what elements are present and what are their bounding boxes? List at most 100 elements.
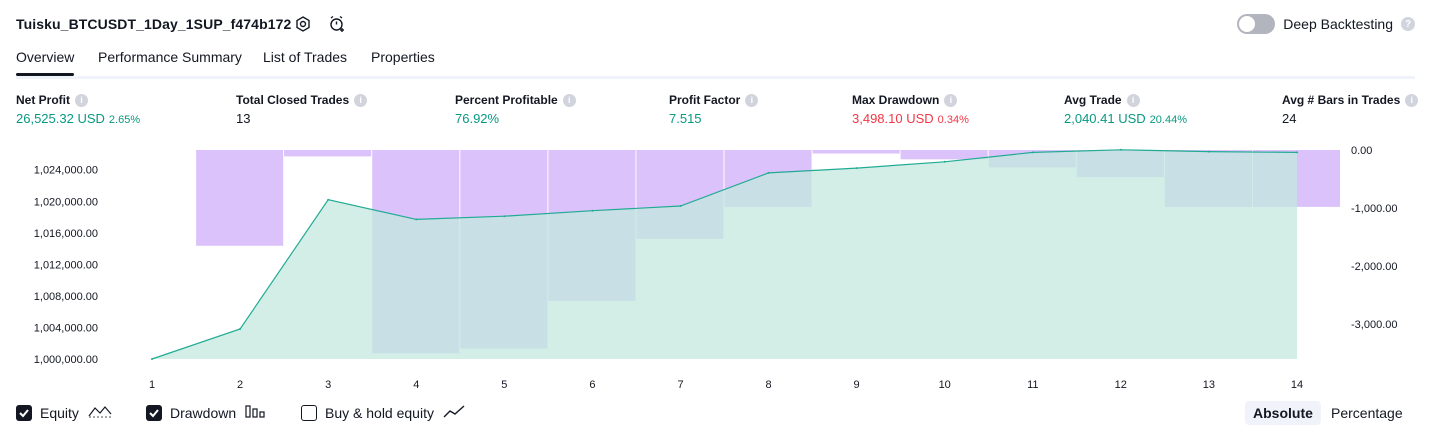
x-axis-tick-label: 5 — [501, 379, 507, 391]
metric-label: Avg Trade i — [1064, 93, 1187, 107]
metric-percent: 20.44% — [1149, 114, 1187, 126]
deep-backtesting-toggle[interactable] — [1237, 14, 1276, 34]
x-axis-tick-label: 13 — [1203, 379, 1215, 391]
equity-point — [503, 215, 506, 218]
metric-value: 3,498.10 USD 0.34% — [852, 111, 969, 126]
help-icon[interactable]: ? — [1401, 17, 1415, 31]
help-icon[interactable]: i — [562, 93, 576, 107]
equity-point — [239, 328, 242, 330]
drawdown-bar — [196, 150, 284, 246]
metric-max-drawdown: Max Drawdown i 3,498.10 USD 0.34% — [852, 93, 969, 126]
left-axis-tick-label: 1,000,000.00 — [34, 354, 98, 366]
x-axis-tick-label: 11 — [1027, 379, 1038, 391]
tab-performance-summary[interactable]: Performance Summary — [98, 49, 242, 65]
metric-total-closed-trades: Total Closed Trades i 13 — [236, 93, 368, 126]
drawdown-bar — [284, 150, 372, 157]
equity-point — [767, 171, 770, 174]
metric-value: 7.515 — [669, 111, 702, 126]
equity-point — [327, 198, 330, 201]
help-icon[interactable]: i — [944, 93, 958, 107]
right-axis-tick-label: -3,000.00 — [1351, 319, 1397, 331]
x-axis-tick-label: 7 — [677, 379, 683, 391]
metric-label: Percent Profitable i — [455, 93, 576, 107]
left-axis-tick-label: 1,008,000.00 — [34, 291, 98, 303]
metric-percent: 2.65% — [108, 114, 141, 126]
metric-label: Avg # Bars in Trades i — [1282, 93, 1419, 107]
metric-value: 76.92% — [455, 111, 500, 126]
metric-value: 13 — [236, 111, 251, 126]
equity-point — [151, 358, 153, 360]
x-axis-tick-label: 1 — [149, 379, 155, 391]
equity-point — [943, 160, 946, 163]
left-axis-tick-label: 1,024,000.00 — [34, 165, 98, 177]
right-axis-tick-label: -2,000.00 — [1351, 261, 1397, 273]
report-tabs: Overview Performance Summary List of Tra… — [16, 46, 1415, 79]
gear-icon[interactable] — [292, 13, 314, 35]
equity-point — [1207, 150, 1210, 153]
metric-avg-trade: Avg Trade i 2,040.41 USD 20.44% — [1064, 93, 1187, 126]
tab-overview[interactable]: Overview — [16, 49, 75, 76]
metric-label: Net Profit i — [16, 93, 140, 107]
equity-checkbox[interactable] — [16, 404, 32, 421]
add-alert-icon[interactable] — [326, 13, 348, 35]
x-axis-tick-label: 4 — [413, 379, 419, 391]
left-axis-tick-label: 1,004,000.00 — [34, 323, 98, 335]
left-axis-tick-label: 1,016,000.00 — [34, 228, 98, 240]
equity-drawdown-chart[interactable]: 1,000,000.00 1,004,000.00 1,008,000.00 1,01… — [0, 140, 1431, 400]
drawdown-checkbox[interactable] — [146, 404, 162, 421]
drawdown-bar — [900, 150, 988, 160]
metric-value: 26,525.32 USD 2.65% — [16, 111, 141, 126]
help-icon[interactable]: i — [745, 93, 759, 107]
help-icon[interactable]: i — [1126, 93, 1140, 107]
toggle-knob — [1239, 16, 1256, 32]
help-icon[interactable]: i — [1405, 93, 1419, 107]
equity-point — [1296, 151, 1298, 154]
legend-label: Buy & hold equity — [325, 404, 434, 421]
right-axis-tick-label: -1,000.00 — [1351, 203, 1397, 215]
equity-point — [1031, 151, 1034, 154]
equity-line-icon — [87, 403, 113, 422]
help-icon[interactable]: i — [75, 93, 88, 107]
metric-net-profit: Net Profit i 26,525.32 USD 2.65% — [16, 93, 140, 126]
metric-value: 24 — [1282, 111, 1297, 126]
equity-point — [1119, 148, 1122, 151]
x-axis-tick-label: 10 — [939, 379, 951, 391]
drawdown-bars-icon — [244, 403, 266, 422]
equity-point — [415, 218, 418, 221]
metric-percent: 0.34% — [937, 114, 969, 126]
legend-buy-hold[interactable]: Buy & hold equity — [301, 403, 466, 422]
left-axis-tick-label: 1,020,000.00 — [34, 196, 98, 208]
legend-equity[interactable]: Equity — [16, 403, 113, 422]
deep-backtesting: Deep Backtesting ? — [1237, 14, 1415, 34]
x-axis-tick-label: 14 — [1291, 379, 1303, 391]
x-axis-tick-label: 12 — [1115, 379, 1127, 391]
metric-label: Total Closed Trades i — [236, 93, 368, 107]
x-axis-tick-label: 9 — [854, 379, 860, 391]
tab-properties[interactable]: Properties — [371, 49, 435, 65]
strategy-title: Tuisku_BTCUSDT_1Day_1SUP_f474b172 — [16, 16, 292, 32]
deep-backtesting-label: Deep Backtesting — [1283, 16, 1393, 32]
legend-label: Drawdown — [170, 404, 237, 421]
metric-label: Profit Factor i — [669, 93, 759, 107]
x-axis-tick-label: 6 — [589, 379, 595, 391]
absolute-mode-button[interactable]: Absolute — [1245, 401, 1321, 425]
buy-hold-line-icon — [442, 403, 466, 422]
x-axis-tick-label: 2 — [237, 379, 243, 391]
equity-line — [151, 149, 1298, 360]
right-axis-tick-label: 0.00 — [1351, 145, 1372, 157]
left-axis-tick-label: 1,012,000.00 — [34, 259, 98, 271]
legend-drawdown[interactable]: Drawdown — [146, 403, 266, 422]
metric-label: Max Drawdown i — [852, 93, 969, 107]
buy-hold-checkbox[interactable] — [301, 404, 317, 421]
equity-point — [591, 209, 594, 212]
metric-profit-factor: Profit Factor i 7.515 — [669, 93, 759, 126]
help-icon[interactable]: i — [354, 93, 368, 107]
metric-percent-profitable: Percent Profitable i 76.92% — [455, 93, 576, 126]
equity-area — [152, 149, 1297, 359]
metric-value: 2,040.41 USD 20.44% — [1064, 111, 1187, 126]
tab-list-of-trades[interactable]: List of Trades — [263, 49, 348, 65]
percentage-mode-button[interactable]: Percentage — [1331, 405, 1403, 421]
equity-point — [679, 205, 682, 207]
equity-point — [855, 167, 858, 170]
x-axis-tick-label: 8 — [765, 379, 771, 391]
